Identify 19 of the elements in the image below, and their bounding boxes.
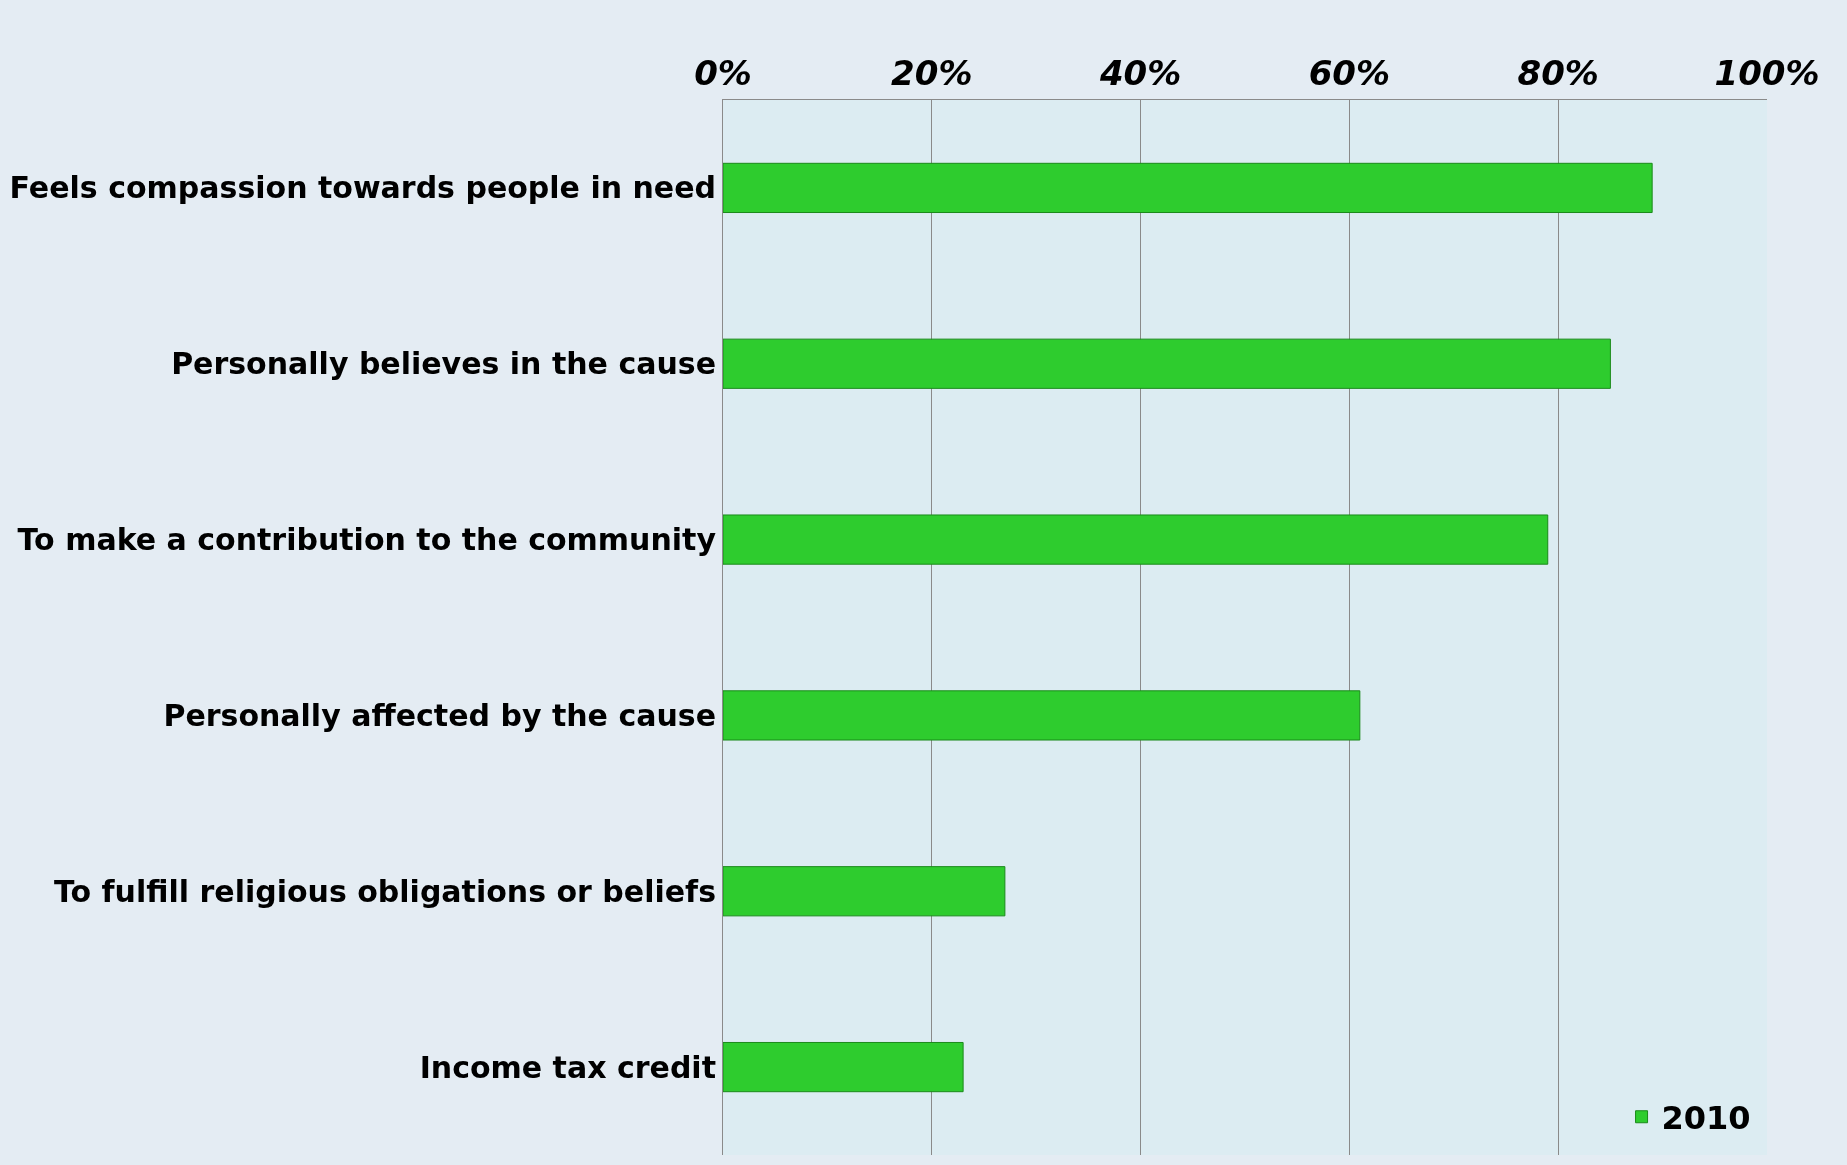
legend-label: 2010 [1661,1099,1751,1138]
y-tick-label: Income tax credit [419,1049,716,1085]
x-tick-label: 80% [1517,53,1599,94]
x-tick-label: 40% [1098,53,1182,94]
bar [723,514,1549,565]
y-tick-label: Personally believes in the cause [171,346,716,382]
x-tick-label: 20% [891,53,973,94]
y-tick-label: Personally affected by the cause [163,697,716,733]
x-tick-label: 60% [1308,53,1391,94]
x-tick-label: 100% [1714,53,1820,94]
y-tick-label: Feels compassion towards people in need [9,170,716,206]
y-tick-label: To fulfill religious obligations or beliefs [54,873,716,909]
bar [723,690,1361,741]
y-tick-label: To make a contribution to the community [17,522,717,558]
bar [723,1041,964,1093]
x-tick-label: 0% [694,53,752,94]
bar [723,162,1653,214]
bar [723,866,1006,917]
bar [723,338,1611,389]
